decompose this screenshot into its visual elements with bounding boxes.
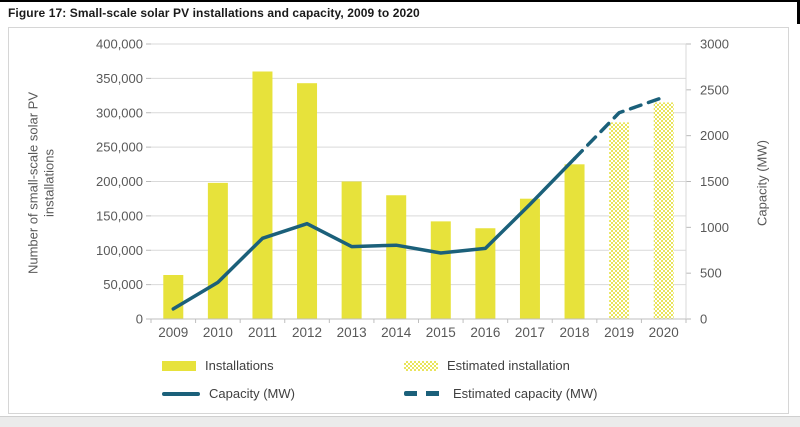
legend-label-capacity: Capacity (MW) xyxy=(209,386,295,401)
right-axis-tick-label: 2000 xyxy=(700,128,729,143)
legend-label-installations: Installations xyxy=(205,358,274,373)
left-axis-tick-label: 50,000 xyxy=(103,277,143,292)
right-axis-title: Capacity (MW) xyxy=(754,140,770,226)
chart-area: 0 50,000 100,000 150,000 200,000 250,000 300,0… xyxy=(8,27,789,414)
chart-plot: 0 50,000 100,000 150,000 200,000 250,000 300,0… xyxy=(96,37,729,341)
x-tick-label-2010: 2010 xyxy=(203,325,233,340)
chart-legend: Installations Estimated installation Cap… xyxy=(162,358,597,401)
bar-2010 xyxy=(207,182,228,319)
left-axis-tick-label: 150,000 xyxy=(96,208,143,223)
x-tick-label-2011: 2011 xyxy=(248,325,277,340)
bar-2013 xyxy=(341,181,362,319)
legend-item-estimated-capacity: Estimated capacity (MW) xyxy=(404,386,597,401)
legend-swatch-installations xyxy=(162,360,196,371)
bar-2009 xyxy=(163,275,184,319)
x-tick-label-2020: 2020 xyxy=(649,325,679,340)
left-axis-tick-label: 0 xyxy=(136,312,143,327)
capacity-line xyxy=(171,156,577,311)
x-tick-label-2014: 2014 xyxy=(381,325,412,340)
left-axis-tick-label: 300,000 xyxy=(96,105,143,120)
legend-swatch-estimated-installation xyxy=(404,360,438,371)
x-tick-label-2013: 2013 xyxy=(337,325,367,340)
left-axis-title: Number of small-scale solar PV installat… xyxy=(25,91,57,275)
legend-label-estimated-installation: Estimated installation xyxy=(447,358,570,373)
page-bottom-strip xyxy=(0,416,800,427)
estimated-bar-2020 xyxy=(653,102,674,319)
right-axis-tick-label: 500 xyxy=(700,266,722,281)
x-tick-label-2019: 2019 xyxy=(604,325,634,340)
legend-item-estimated-installation: Estimated installation xyxy=(404,358,597,373)
legend-label-estimated-capacity: Estimated capacity (MW) xyxy=(453,386,598,401)
right-axis-tick-label: 0 xyxy=(700,312,707,327)
bar-2011 xyxy=(252,71,273,319)
left-axis-tick-label: 200,000 xyxy=(96,174,143,189)
x-tick-label-2018: 2018 xyxy=(560,325,590,340)
left-axis-tick-label: 100,000 xyxy=(96,243,143,258)
estimated-bar-2019 xyxy=(609,122,630,319)
right-axis-tick-label: 3000 xyxy=(700,37,729,52)
bar-2014 xyxy=(386,195,407,319)
bar-2012 xyxy=(297,83,318,319)
estimated-capacity-line xyxy=(572,95,666,161)
bar-2017 xyxy=(519,198,540,319)
window-right-border xyxy=(797,0,800,24)
right-axis-tick-label: 2500 xyxy=(700,82,729,97)
legend-swatch-capacity xyxy=(162,391,200,396)
x-tick-label-2012: 2012 xyxy=(292,325,322,340)
left-axis-tick-label: 350,000 xyxy=(96,71,143,86)
legend-item-capacity: Capacity (MW) xyxy=(162,386,404,401)
x-tick-label-2017: 2017 xyxy=(515,325,545,340)
legend-swatch-estimated-capacity xyxy=(404,391,444,396)
figure-title: Figure 17: Small-scale solar PV installa… xyxy=(8,6,420,20)
right-axis-tick-label: 1500 xyxy=(700,174,729,189)
bar-2015 xyxy=(430,221,451,319)
x-tick-label-2009: 2009 xyxy=(158,325,188,340)
x-tick-label-2016: 2016 xyxy=(470,325,500,340)
left-axis-tick-label: 250,000 xyxy=(96,140,143,155)
right-axis-tick-label: 1000 xyxy=(700,220,729,235)
window-top-border xyxy=(0,0,800,2)
x-tick-label-2015: 2015 xyxy=(426,325,456,340)
left-axis-tick-label: 400,000 xyxy=(96,37,143,52)
bar-2016 xyxy=(475,228,496,319)
bar-2018 xyxy=(564,164,585,319)
legend-item-installations: Installations xyxy=(162,358,404,373)
